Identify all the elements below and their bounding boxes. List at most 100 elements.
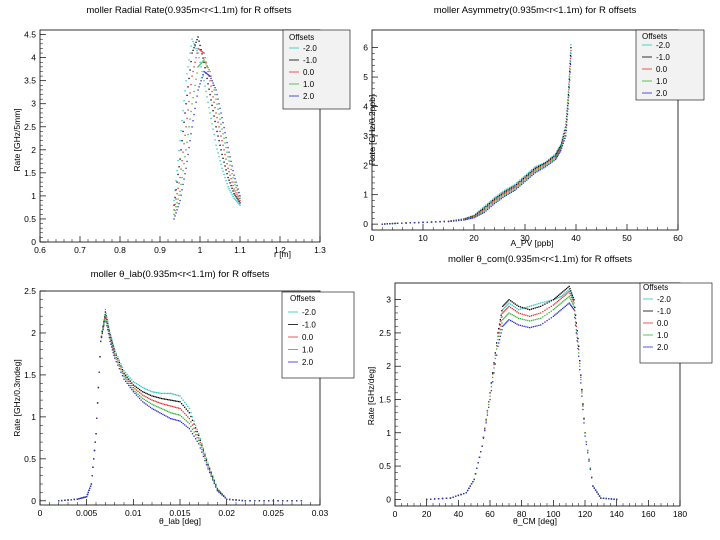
data-point — [574, 314, 577, 316]
data-point — [498, 332, 501, 334]
data-point — [182, 151, 184, 153]
data-point — [160, 402, 163, 405]
data-point — [525, 326, 527, 328]
data-point — [505, 194, 507, 196]
data-point — [107, 326, 110, 328]
data-point — [544, 163, 547, 165]
data-point — [555, 302, 557, 304]
data-point — [517, 317, 520, 319]
data-point — [142, 386, 144, 389]
data-point — [569, 292, 571, 295]
data-point — [101, 330, 103, 333]
data-point — [568, 75, 570, 77]
data-point — [498, 196, 501, 198]
legend-title: Offsets — [642, 32, 667, 41]
data-point — [210, 473, 212, 475]
data-point — [497, 200, 499, 202]
data-point — [514, 183, 516, 186]
marks-theta-com — [426, 285, 618, 501]
data-point — [212, 84, 214, 87]
data-point — [485, 422, 487, 424]
data-point — [568, 84, 570, 86]
data-point — [126, 380, 128, 382]
data-point — [216, 116, 218, 119]
data-point — [556, 297, 558, 299]
data-point — [173, 213, 175, 216]
data-point — [132, 381, 135, 383]
data-point — [544, 303, 546, 305]
data-point — [217, 108, 219, 110]
data-point — [210, 75, 212, 77]
y-tick-label: 6 — [363, 43, 368, 53]
data-point — [525, 307, 527, 310]
data-point — [506, 301, 508, 303]
data-point — [498, 327, 500, 330]
data-point — [207, 83, 209, 85]
data-point — [561, 301, 564, 303]
data-point — [187, 86, 189, 88]
data-point — [157, 396, 159, 399]
data-point — [129, 386, 131, 389]
data-point — [519, 324, 522, 327]
data-point — [188, 59, 190, 61]
data-point — [134, 392, 136, 395]
data-point — [208, 468, 211, 470]
data-point — [234, 184, 236, 186]
data-point — [118, 363, 121, 366]
data-point — [504, 310, 506, 312]
data-point — [193, 420, 195, 422]
series-2.0 — [58, 317, 303, 502]
data-point — [564, 294, 566, 296]
data-point — [536, 171, 538, 173]
data-point — [112, 349, 114, 351]
data-point — [103, 319, 105, 321]
data-point — [506, 321, 508, 323]
data-point — [176, 181, 178, 183]
data-point — [559, 148, 561, 150]
data-point — [216, 490, 219, 492]
data-point — [556, 152, 558, 155]
data-point — [159, 392, 161, 394]
x-tick-label: 60 — [673, 233, 683, 243]
data-point — [163, 392, 166, 395]
data-point — [532, 304, 534, 306]
data-point — [504, 194, 506, 196]
data-point — [546, 161, 548, 164]
data-point — [160, 397, 163, 400]
data-point — [201, 70, 203, 73]
data-point — [500, 192, 502, 194]
data-point — [199, 61, 201, 63]
data-point — [549, 159, 552, 161]
data-point — [132, 391, 135, 393]
data-point — [512, 184, 514, 187]
data-point — [501, 328, 503, 331]
data-point — [557, 148, 559, 150]
data-point — [146, 393, 149, 395]
data-point — [542, 322, 544, 325]
data-point — [176, 169, 178, 172]
legend-entry-label: -1.0 — [656, 53, 670, 62]
data-point — [121, 372, 124, 374]
data-point — [184, 134, 186, 136]
data-point — [277, 500, 279, 502]
data-point — [162, 398, 164, 400]
marks-radial — [173, 36, 241, 220]
data-point — [555, 154, 558, 156]
data-point — [543, 167, 545, 169]
data-point — [107, 324, 110, 326]
legend-title: Offsets — [290, 294, 315, 303]
data-point — [226, 173, 228, 175]
data-point — [517, 180, 519, 183]
data-point — [560, 145, 563, 148]
data-point — [567, 91, 570, 93]
data-point — [121, 375, 124, 377]
legend-entry-label: -2.0 — [302, 308, 316, 317]
data-point — [409, 222, 411, 224]
data-point — [493, 372, 495, 374]
data-point — [557, 154, 559, 156]
data-point — [115, 356, 117, 359]
data-point — [173, 406, 175, 408]
data-point — [220, 149, 222, 151]
data-point — [474, 473, 477, 475]
data-point — [232, 190, 234, 192]
